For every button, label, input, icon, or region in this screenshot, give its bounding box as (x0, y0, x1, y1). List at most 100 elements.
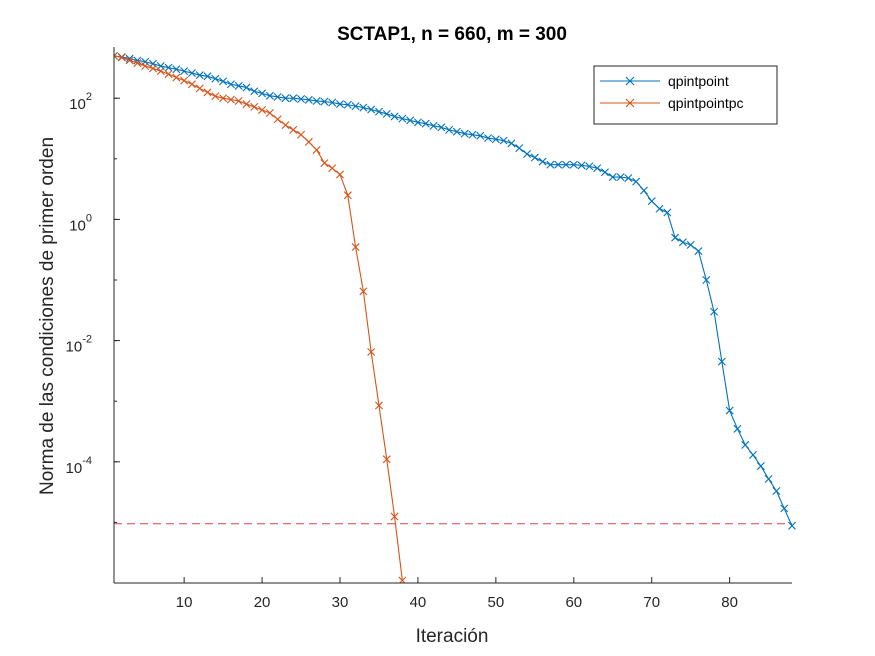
series-0-point-35 (382, 109, 391, 118)
series-1-point-19 (258, 105, 267, 114)
series-0-point-69 (647, 197, 656, 206)
series-0-point-32 (359, 103, 368, 112)
series-1-point-12 (203, 88, 212, 97)
series-1-point-18 (250, 102, 259, 111)
series-0-point-39 (413, 118, 422, 127)
series-0-point-85 (772, 486, 781, 495)
series-1-point-24 (297, 130, 306, 139)
series-0-point-45 (460, 129, 469, 138)
legend-box (593, 65, 778, 125)
series-0-point-81 (741, 440, 750, 449)
series-0-point-83 (756, 462, 765, 471)
series-0-point-67 (632, 177, 641, 186)
series-0-point-28 (328, 98, 337, 107)
series-0-point-68 (639, 186, 648, 195)
series-0-point-13 (211, 74, 220, 83)
series-0-point-24 (297, 95, 306, 104)
series-0-point-8 (172, 65, 181, 74)
series-1-point-5 (148, 64, 157, 73)
series-0-point-40 (421, 119, 430, 128)
y-axis-label: Norma de las condiciones de primer orden (37, 137, 58, 495)
x-tick-label-60: 60 (565, 594, 582, 611)
series-0-point-61 (585, 162, 594, 171)
series-1-point-2 (125, 56, 134, 65)
x-tick-label-30: 30 (332, 594, 349, 611)
series-1-point-31 (351, 243, 360, 252)
series-0-point-12 (203, 72, 212, 81)
x-tick-label-70: 70 (643, 594, 660, 611)
series-0-point-48 (484, 134, 493, 143)
series-0-point-64 (608, 173, 617, 182)
series-0-point-76 (702, 276, 711, 284)
series-1-point-3 (133, 59, 142, 68)
series-0-point-51 (507, 139, 516, 148)
series-0-point-36 (390, 112, 399, 121)
y-tick-label-0: 100 (69, 212, 92, 234)
series-0-point-74 (686, 240, 695, 249)
series-0-point-56 (546, 160, 555, 169)
series-0-point-15 (226, 80, 235, 89)
series-1-point-9 (180, 76, 189, 85)
series-0-point-9 (180, 67, 189, 76)
series-1-point-23 (289, 125, 298, 134)
series-0-point-29 (336, 100, 344, 109)
legend-label-0: qpintpoint (668, 73, 729, 89)
series-0-point-22 (281, 94, 290, 103)
series-0-point-49 (491, 135, 500, 144)
series-0-point-19 (258, 89, 267, 98)
x-axis-label: Iteración (416, 626, 489, 647)
series-0-point-17 (242, 83, 251, 92)
series-0-point-46 (468, 130, 477, 139)
series-0-point-26 (312, 96, 321, 105)
series-1-point-29 (336, 170, 344, 179)
series-1-point-16 (234, 96, 243, 105)
series-1-point-1 (117, 53, 126, 62)
chart-title: SCTAP1, n = 660, m = 300 (337, 24, 567, 45)
series-1-point-35 (382, 455, 391, 464)
series-0-point-86 (780, 504, 789, 513)
series-0-point-87 (788, 521, 796, 530)
series-1-point-36 (390, 512, 399, 521)
series-1-point-14 (219, 94, 228, 103)
plot-content (114, 51, 796, 583)
series-0-point-78 (717, 357, 726, 366)
series-line-1 (114, 55, 403, 581)
series-0-point-50 (499, 136, 508, 145)
series-0-point-54 (530, 153, 539, 162)
series-0-point-57 (554, 160, 563, 169)
series-1-point-22 (281, 121, 290, 130)
series-0-point-27 (320, 97, 329, 106)
series-1-point-34 (374, 401, 383, 410)
legend-marker-0 (625, 76, 635, 86)
y-tick-label--2: 10-2 (66, 334, 92, 356)
series-0-point-80 (733, 424, 742, 433)
series-1-point-8 (172, 73, 181, 82)
series-0-point-79 (725, 406, 734, 415)
series-0-point-62 (593, 164, 602, 173)
series-0-point-25 (304, 95, 313, 104)
x-tick-label-10: 10 (176, 594, 193, 611)
series-1-point-15 (226, 95, 235, 104)
series-0-point-14 (219, 77, 228, 86)
series-1-point-11 (195, 84, 204, 93)
x-tick-label-20: 20 (254, 594, 271, 611)
series-1-point-20 (265, 109, 274, 117)
series-1-point-27 (320, 159, 329, 168)
series-0-point-63 (600, 168, 609, 177)
series-0-point-10 (187, 69, 196, 78)
series-1-point-21 (273, 115, 282, 124)
series-0-point-34 (374, 107, 383, 116)
series-line-0 (114, 55, 793, 526)
series-1-point-26 (312, 145, 321, 154)
series-0-point-60 (577, 161, 586, 170)
series-0-point-7 (164, 63, 173, 72)
series-0-point-31 (351, 102, 360, 111)
series-0-point-84 (764, 475, 773, 484)
series-0-point-77 (710, 307, 719, 316)
series-0-point-16 (234, 81, 243, 90)
series-0-point-66 (624, 174, 633, 183)
series-0-point-71 (663, 208, 672, 217)
series-0-point-18 (250, 87, 259, 96)
